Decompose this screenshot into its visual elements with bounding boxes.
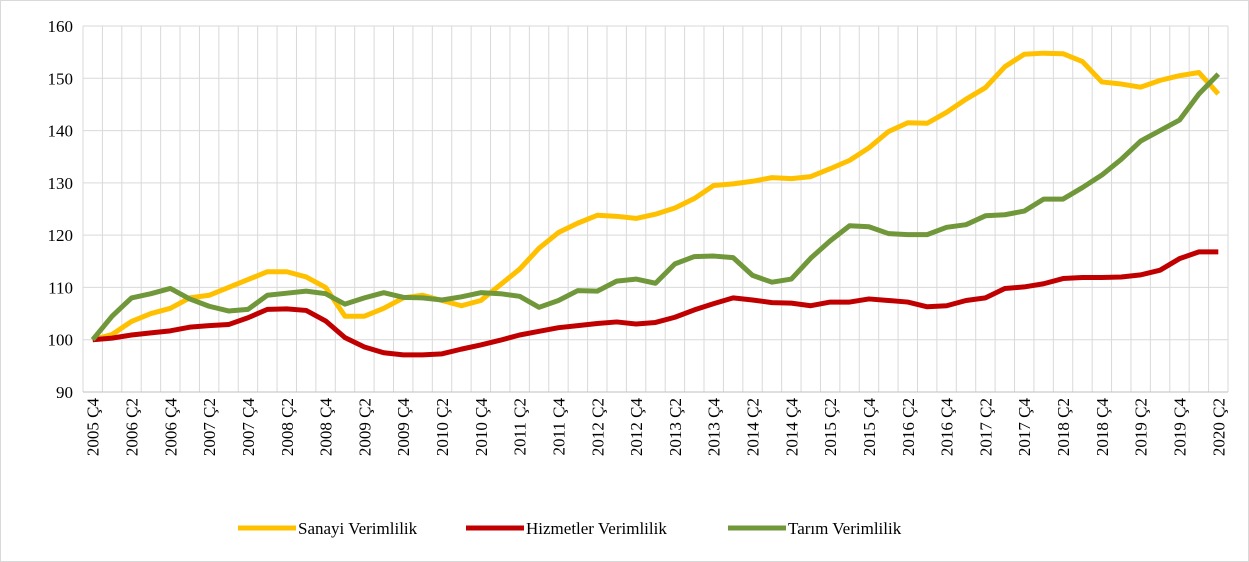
series-line: [92, 50, 1221, 343]
x-tick-label: 2013 Ç4: [705, 398, 724, 457]
legend-label: Sanayi Verimlilik: [298, 519, 418, 538]
x-tick-label: 2015 Ç4: [860, 398, 879, 457]
y-tick-label: 160: [48, 17, 74, 36]
series-line: [90, 72, 1221, 342]
x-tick-label: 2013 Ç2: [666, 398, 685, 456]
series-line: [92, 249, 1219, 358]
x-tick-label: 2008 Ç4: [317, 398, 336, 457]
x-tick-label: 2019 Ç4: [1170, 398, 1189, 457]
y-tick-label: 150: [48, 69, 74, 88]
legend-label: Hizmetler Verimlilik: [526, 519, 667, 538]
y-tick-label: 110: [48, 278, 73, 297]
x-tick-label: 2007 Ç4: [239, 398, 258, 457]
x-tick-label: 2006 Ç2: [123, 398, 142, 456]
x-tick-label: 2020 Ç2: [1209, 398, 1228, 456]
y-tick-label: 90: [56, 383, 73, 402]
x-tick-label: 2015 Ç2: [821, 398, 840, 456]
x-tick-label: 2010 Ç2: [433, 398, 452, 456]
x-tick-label: 2012 Ç4: [627, 398, 646, 457]
x-tick-label: 2005 Ç4: [84, 398, 103, 457]
x-tick-label: 2018 Ç4: [1093, 398, 1112, 457]
x-tick-label: 2018 Ç2: [1054, 398, 1073, 456]
x-tick-label: 2008 Ç2: [278, 398, 297, 456]
x-tick-label: 2010 Ç4: [472, 398, 491, 457]
y-tick-label: 130: [48, 174, 74, 193]
y-tick-label: 140: [48, 122, 74, 141]
x-tick-label: 2007 Ç2: [200, 398, 219, 456]
x-tick-label: 2016 Ç2: [899, 398, 918, 456]
x-tick-label: 2009 Ç4: [394, 398, 413, 457]
x-tick-label: 2009 Ç2: [355, 398, 374, 456]
x-tick-label: 2017 Ç2: [976, 398, 995, 456]
x-tick-label: 2014 Ç4: [782, 398, 801, 457]
x-tick-label: 2012 Ç2: [588, 398, 607, 456]
x-tick-label: 2016 Ç4: [938, 398, 957, 457]
x-tick-label: 2011 Ç4: [549, 398, 568, 456]
legend-label: Tarım Verimlilik: [788, 519, 902, 538]
x-tick-label: 2017 Ç4: [1015, 398, 1034, 457]
y-tick-label: 100: [48, 331, 74, 350]
x-tick-label: 2014 Ç2: [744, 398, 763, 456]
x-tick-label: 2006 Ç4: [161, 398, 180, 457]
x-tick-label: 2011 Ç2: [511, 398, 530, 455]
x-tick-label: 2019 Ç2: [1132, 398, 1151, 456]
y-tick-label: 120: [48, 226, 74, 245]
